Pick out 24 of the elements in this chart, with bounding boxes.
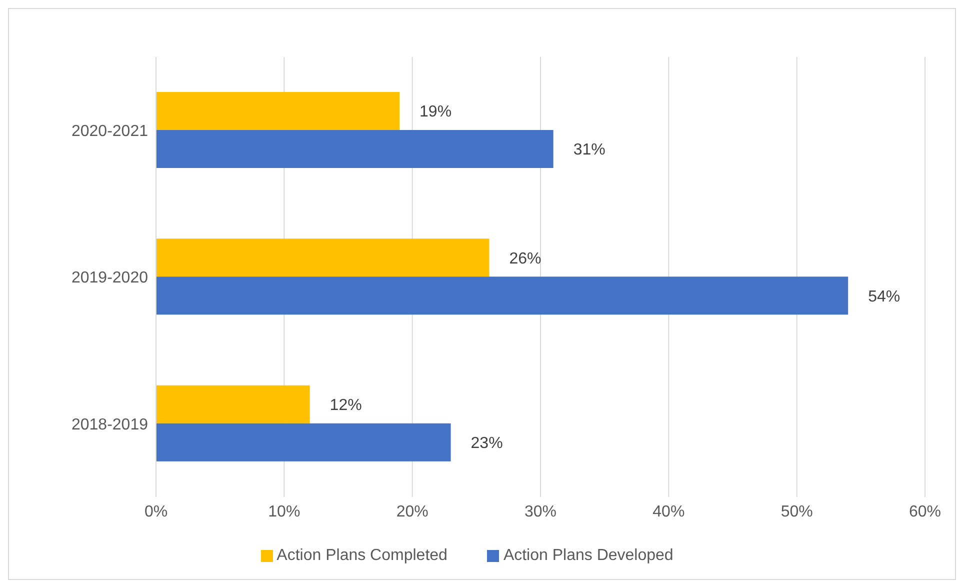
data-label: 19%: [420, 104, 452, 121]
x-tick-label: 0%: [144, 503, 168, 520]
data-label: 26%: [509, 250, 542, 268]
bar: [156, 385, 310, 424]
legend-label: Action Plans Developed: [503, 547, 674, 564]
data-label: 31%: [573, 142, 606, 159]
data-label: 12%: [330, 397, 362, 414]
y-tick-label: 2018-2019: [71, 416, 148, 434]
x-tick-label: 50%: [780, 503, 813, 520]
x-tick-label: 60%: [908, 503, 942, 520]
data-label: 54%: [868, 288, 900, 306]
bar: [156, 276, 848, 315]
x-tick-label: 40%: [652, 503, 685, 520]
y-tick-label: 2020-2021: [71, 123, 148, 140]
legend-label: Action Plans Completed: [276, 547, 448, 564]
bar: [156, 130, 554, 168]
x-tick-label: 20%: [396, 503, 428, 520]
x-tick-label: 10%: [268, 503, 300, 520]
x-tick-label: 30%: [524, 503, 557, 520]
bar: [156, 423, 451, 462]
data-label: 23%: [470, 435, 503, 452]
y-tick-label: 2019-2020: [71, 270, 148, 287]
bar: [156, 238, 490, 277]
bar: [156, 92, 400, 130]
